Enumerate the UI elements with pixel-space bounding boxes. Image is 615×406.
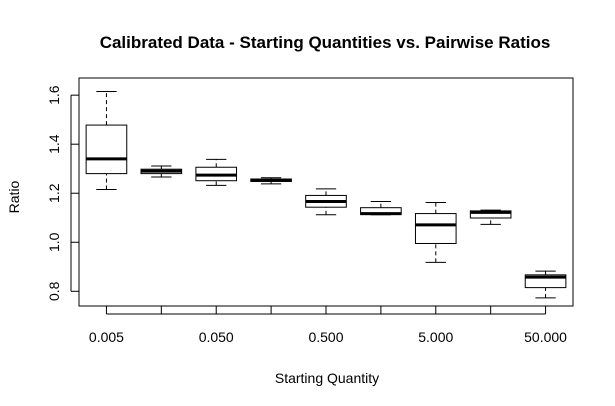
iqr-box xyxy=(414,213,457,244)
box-2 xyxy=(140,165,183,178)
box-3 xyxy=(195,158,238,186)
x-tick-label-5.000: 5.000 xyxy=(418,329,453,345)
y-axis-label: Ratio xyxy=(6,180,22,213)
iqr-box xyxy=(85,124,128,175)
y-tick-label-1.4: 1.4 xyxy=(46,134,62,154)
y-tick-label-0.8: 0.8 xyxy=(46,281,62,301)
box-8 xyxy=(469,209,512,225)
box-1 xyxy=(85,90,128,191)
x-tick-label-0.050: 0.050 xyxy=(199,329,234,345)
x-axis: 0.005 0.050 0.500 5.000 50.000 xyxy=(89,306,567,345)
box-4 xyxy=(250,177,292,185)
x-axis-label: Starting Quantity xyxy=(275,370,379,386)
box-5 xyxy=(305,188,347,216)
box-6 xyxy=(360,201,402,216)
box-9 xyxy=(524,270,567,299)
y-axis: 0.8 1.0 1.2 1.4 1.6 xyxy=(46,85,79,301)
x-tick-label-0.500: 0.500 xyxy=(308,329,343,345)
y-tick-label-1.0: 1.0 xyxy=(46,232,62,252)
boxes xyxy=(85,90,567,299)
x-tick-label-50.000: 50.000 xyxy=(524,329,567,345)
x-tick-label-0.005: 0.005 xyxy=(89,329,124,345)
y-tick-label-1.2: 1.2 xyxy=(46,183,62,203)
chart-title: Calibrated Data - Starting Quantities vs… xyxy=(100,33,551,52)
y-tick-label-1.6: 1.6 xyxy=(46,85,62,105)
box-7 xyxy=(414,202,457,263)
